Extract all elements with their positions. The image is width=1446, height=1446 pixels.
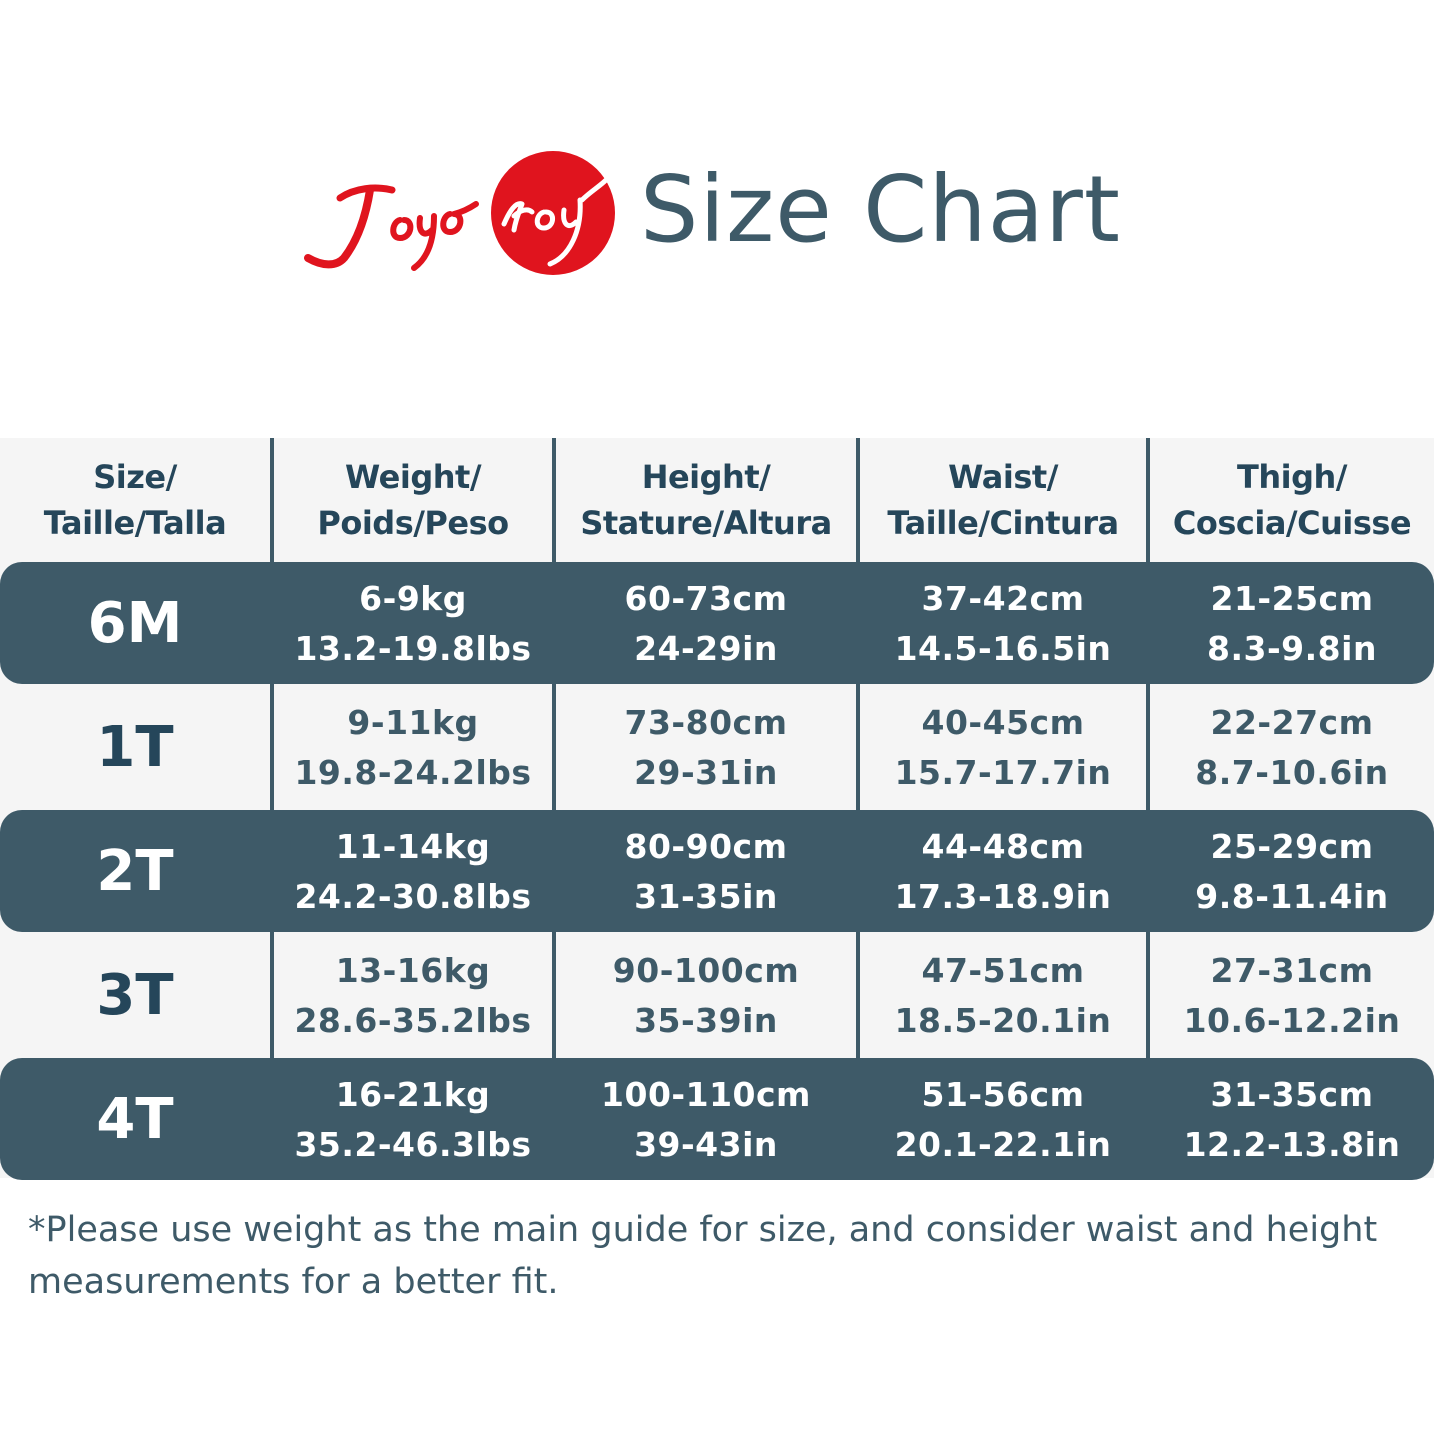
brand-logo: [300, 140, 620, 280]
thigh-value: 8.3-9.8in: [1207, 629, 1377, 668]
height-value: 29-31in: [634, 753, 778, 792]
weight-cell: 16-21kg 35.2-46.3lbs: [274, 1058, 552, 1182]
waist-value: 37-42cm: [921, 579, 1085, 618]
waist-value: 15.7-17.7in: [894, 753, 1112, 792]
column-header-line: Thigh/: [1237, 458, 1347, 496]
weight-value: 13-16kg: [335, 951, 491, 990]
size-label: 6M: [87, 591, 183, 656]
size-label: 1T: [96, 715, 174, 780]
height-cell: 60-73cm 24-29in: [556, 562, 856, 686]
thigh-value: 21-25cm: [1210, 579, 1374, 618]
height-cell: 73-80cm 29-31in: [556, 686, 856, 810]
sizing-note: *Please use weight as the main guide for…: [28, 1210, 1378, 1302]
height-value: 100-110cm: [601, 1075, 811, 1114]
waist-cell: 51-56cm 20.1-22.1in: [860, 1058, 1146, 1182]
weight-value: 35.2-46.3lbs: [294, 1125, 532, 1164]
thigh-value: 8.7-10.6in: [1195, 753, 1389, 792]
column-divider: [856, 438, 860, 1178]
weight-value: 13.2-19.8lbs: [294, 629, 532, 668]
size-cell: 1T: [0, 686, 270, 810]
size-cell: 4T: [0, 1058, 270, 1182]
height-value: 80-90cm: [624, 827, 788, 866]
weight-value: 16-21kg: [335, 1075, 491, 1114]
height-value: 73-80cm: [624, 703, 788, 742]
size-label: 3T: [96, 963, 174, 1028]
weight-cell: 9-11kg 19.8-24.2lbs: [274, 686, 552, 810]
weight-cell: 6-9kg 13.2-19.8lbs: [274, 562, 552, 686]
column-divider: [270, 438, 274, 1178]
column-header-line: Taille/Cintura: [887, 504, 1119, 542]
column-header-line: Waist/: [948, 458, 1058, 496]
waist-value: 17.3-18.9in: [894, 877, 1112, 916]
waist-cell: 37-42cm 14.5-16.5in: [860, 562, 1146, 686]
waist-value: 18.5-20.1in: [894, 1001, 1112, 1040]
waist-value: 14.5-16.5in: [894, 629, 1112, 668]
waist-value: 51-56cm: [921, 1075, 1085, 1114]
row-band-4t: [0, 1058, 1434, 1180]
weight-cell: 13-16kg 28.6-35.2lbs: [274, 934, 552, 1058]
height-value: 39-43in: [634, 1125, 778, 1164]
thigh-value: 22-27cm: [1210, 703, 1374, 742]
column-header-line: Height/: [641, 458, 771, 496]
size-label: 4T: [96, 1087, 174, 1152]
thigh-cell: 31-35cm 12.2-13.8in: [1150, 1058, 1434, 1182]
height-cell: 90-100cm 35-39in: [556, 934, 856, 1058]
column-header-line: Size/: [93, 458, 177, 496]
thigh-value: 27-31cm: [1210, 951, 1374, 990]
height-value: 35-39in: [634, 1001, 778, 1040]
page-title: Size Chart: [640, 156, 1121, 263]
height-value: 90-100cm: [612, 951, 800, 990]
waist-value: 47-51cm: [921, 951, 1085, 990]
column-header-line: Taille/Talla: [43, 504, 227, 542]
thigh-cell: 21-25cm 8.3-9.8in: [1150, 562, 1434, 686]
column-header: Height/Stature/Altura: [556, 438, 856, 562]
weight-value: 11-14kg: [335, 827, 491, 866]
size-cell: 2T: [0, 810, 270, 934]
waist-value: 44-48cm: [921, 827, 1085, 866]
thigh-value: 31-35cm: [1210, 1075, 1374, 1114]
weight-value: 6-9kg: [359, 579, 467, 618]
height-cell: 80-90cm 31-35in: [556, 810, 856, 934]
height-value: 60-73cm: [624, 579, 788, 618]
column-header-line: Weight/: [345, 458, 482, 496]
weight-value: 9-11kg: [347, 703, 479, 742]
height-cell: 100-110cm 39-43in: [556, 1058, 856, 1182]
size-label: 2T: [96, 839, 174, 904]
row-band-6m: [0, 562, 1434, 684]
thigh-value: 12.2-13.8in: [1183, 1125, 1401, 1164]
column-divider: [552, 438, 556, 1178]
thigh-cell: 27-31cm 10.6-12.2in: [1150, 934, 1434, 1058]
column-divider: [1146, 438, 1150, 1178]
table-background: [0, 438, 1434, 1178]
column-header-line: Poids/Peso: [317, 504, 509, 542]
thigh-value: 9.8-11.4in: [1195, 877, 1389, 916]
brand-logo-graphic: [304, 151, 615, 275]
height-value: 24-29in: [634, 629, 778, 668]
column-header: Waist/Taille/Cintura: [860, 438, 1146, 562]
waist-cell: 44-48cm 17.3-18.9in: [860, 810, 1146, 934]
thigh-cell: 22-27cm 8.7-10.6in: [1150, 686, 1434, 810]
height-value: 31-35in: [634, 877, 778, 916]
size-cell: 3T: [0, 934, 270, 1058]
weight-cell: 11-14kg 24.2-30.8lbs: [274, 810, 552, 934]
column-header: Thigh/Coscia/Cuisse: [1150, 438, 1434, 562]
thigh-value: 25-29cm: [1210, 827, 1374, 866]
weight-value: 24.2-30.8lbs: [294, 877, 532, 916]
column-header: Weight/Poids/Peso: [274, 438, 552, 562]
weight-value: 19.8-24.2lbs: [294, 753, 532, 792]
size-cell: 6M: [0, 562, 270, 686]
waist-cell: 40-45cm 15.7-17.7in: [860, 686, 1146, 810]
thigh-cell: 25-29cm 9.8-11.4in: [1150, 810, 1434, 934]
page-header: Size Chart: [300, 140, 1160, 290]
row-band-2t: [0, 810, 1434, 932]
column-header-line: Stature/Altura: [580, 504, 832, 542]
waist-value: 40-45cm: [921, 703, 1085, 742]
waist-value: 20.1-22.1in: [894, 1125, 1112, 1164]
waist-cell: 47-51cm 18.5-20.1in: [860, 934, 1146, 1058]
column-header-line: Coscia/Cuisse: [1172, 504, 1412, 542]
size-chart-table: Size/Taille/Talla Weight/Poids/Peso Height…: [0, 438, 1434, 1180]
thigh-value: 10.6-12.2in: [1183, 1001, 1401, 1040]
weight-value: 28.6-35.2lbs: [294, 1001, 532, 1040]
column-header: Size/Taille/Talla: [0, 438, 270, 562]
